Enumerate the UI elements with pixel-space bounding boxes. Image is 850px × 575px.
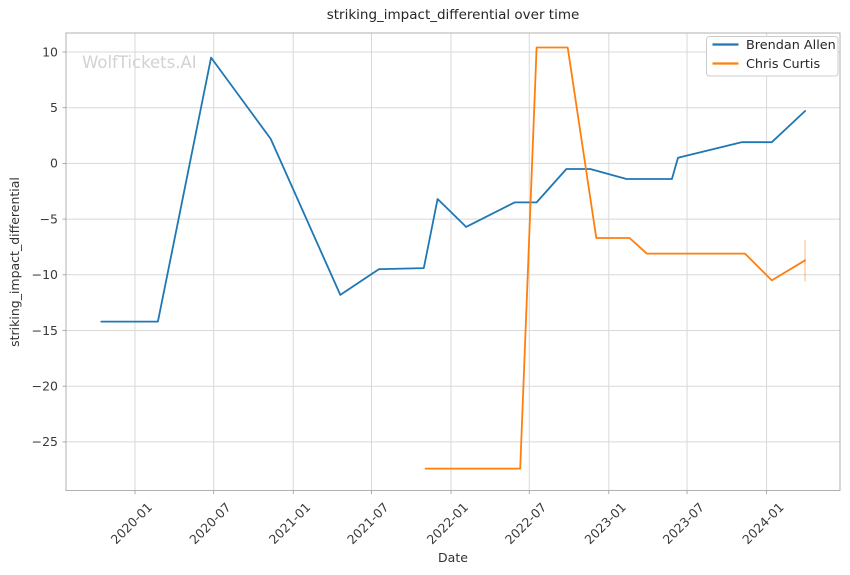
legend: Brendan Allen Chris Curtis — [706, 36, 839, 77]
chart-title: striking_impact_differential over time — [327, 7, 580, 23]
plot-area — [66, 33, 840, 491]
y-tick-label--20: −20 — [32, 379, 58, 394]
y-tick-label--5: −5 — [40, 211, 58, 226]
y-tick-label--10: −10 — [32, 267, 58, 282]
watermark-text: WolfTickets.AI — [82, 53, 197, 72]
legend-label-brendan-allen: Brendan Allen — [746, 38, 836, 53]
legend-box — [706, 36, 839, 77]
y-tick-label-0: 0 — [50, 156, 58, 171]
axes-spines — [65, 32, 841, 491]
series-line-chris-curtis — [424, 46, 806, 470]
y-tick-label--25: −25 — [32, 434, 58, 449]
x-axis-label: Date — [438, 550, 468, 565]
series-line-brendan-allen — [100, 56, 806, 323]
legend-item-brendan-allen: Brendan Allen — [712, 38, 836, 53]
legend-label-chris-curtis: Chris Curtis — [746, 57, 820, 72]
y-axis-label: striking_impact_differential — [7, 177, 22, 347]
series-layer — [100, 46, 806, 470]
y-tick-label-5: 5 — [50, 100, 58, 115]
legend-item-chris-curtis: Chris Curtis — [712, 57, 820, 72]
y-tick-label-10: 10 — [42, 44, 58, 59]
y-tick-label--15: −15 — [32, 323, 58, 338]
grid-layer — [66, 33, 840, 491]
